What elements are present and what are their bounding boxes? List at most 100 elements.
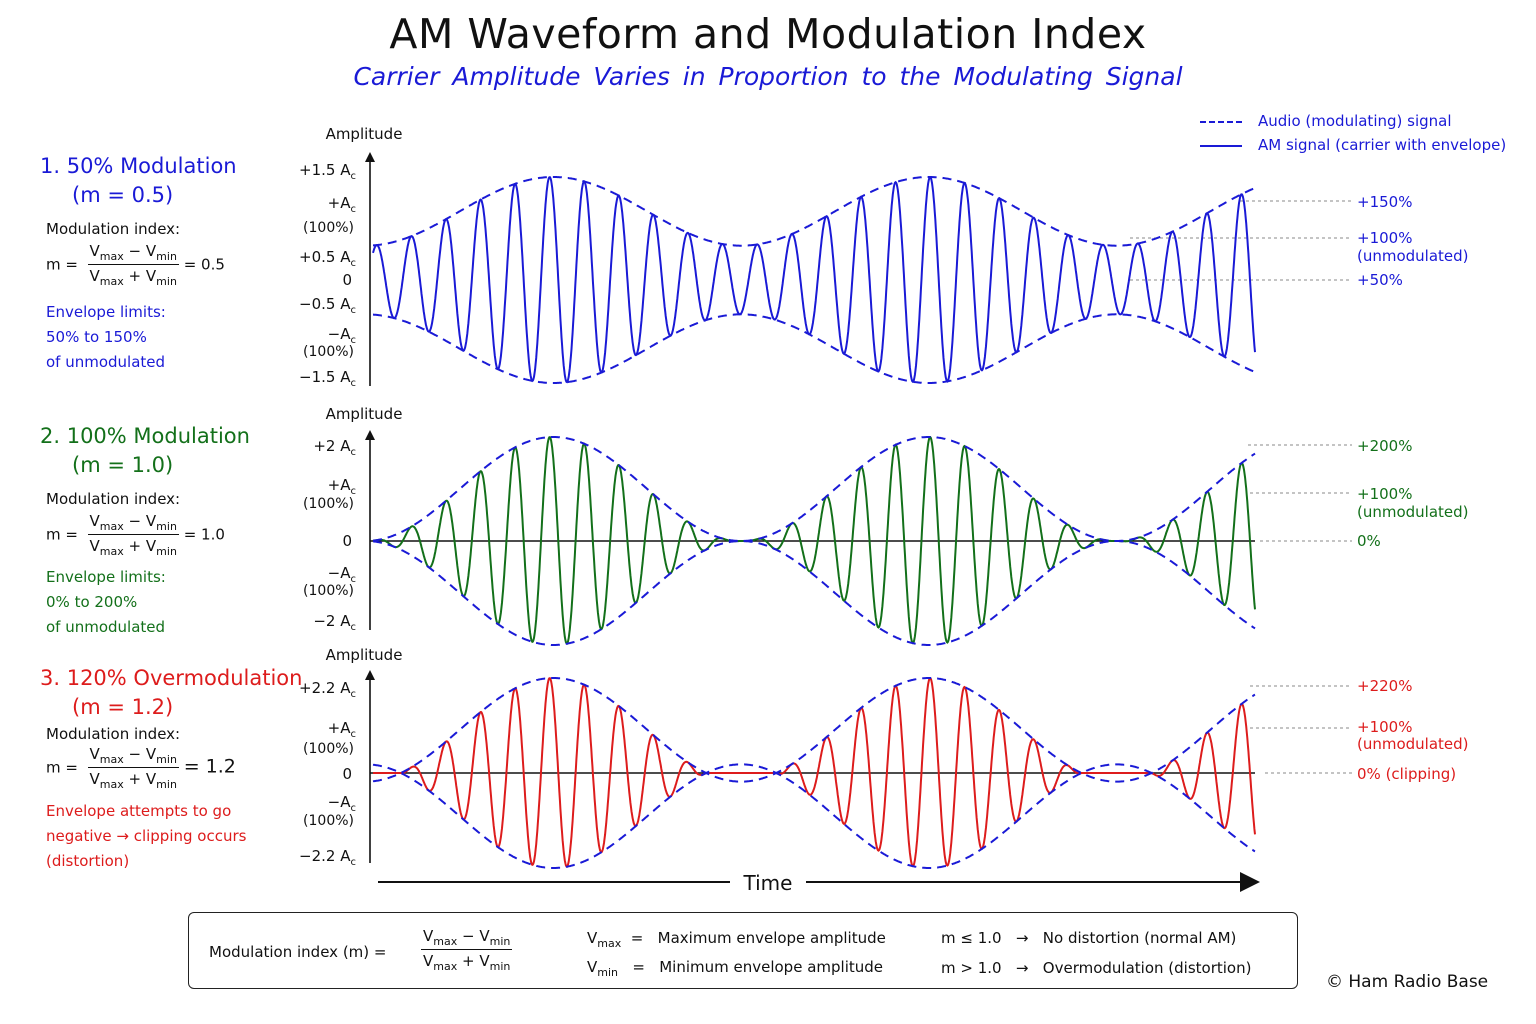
ytick: (100%) — [303, 583, 354, 599]
ytick: (100%) — [303, 496, 354, 512]
eq-symbol: = — [630, 929, 644, 947]
copyright: © Ham Radio Base — [1326, 972, 1489, 992]
plus-sign: + — [128, 267, 142, 285]
section-1-heading: 1. 50% Modulation (m = 0.5) — [40, 152, 237, 210]
section-2-formula: m = Vmax − Vmin Vmax + Vmin = 1.0 — [46, 512, 256, 558]
vmax-sub: max — [597, 937, 622, 950]
vmax-v: V — [89, 745, 100, 763]
vmin-sub: min — [489, 935, 511, 948]
minus-sign: − — [128, 745, 142, 763]
time-label: Time — [743, 871, 793, 895]
vmax-v: V — [423, 952, 434, 970]
section-2-m: (m = 1.0) — [72, 453, 174, 477]
vmax-v: V — [587, 929, 598, 947]
vmin-v: V — [145, 242, 157, 260]
vmax-definition: Vmax = Maximum envelope amplitude — [587, 929, 886, 950]
eq-symbol: = — [632, 958, 645, 976]
right-label: +100% — [1357, 718, 1412, 736]
page-title: AM Waveform and Modulation Index — [389, 10, 1147, 58]
section-2-note: Envelope limits: 0% to 200% of unmodulat… — [46, 565, 166, 640]
dashed-line-icon — [1200, 120, 1242, 123]
note-line: (distortion) — [46, 852, 130, 870]
rule-text: Overmodulation (distortion) — [1042, 959, 1252, 977]
section-1-m-value: = 0.5 — [183, 255, 225, 274]
rule-overmodulation: m > 1.0 → Overmodulation (distortion) — [941, 959, 1251, 977]
am-signal-waveform — [373, 676, 1256, 868]
ytick: −0.5 Ac — [299, 295, 356, 316]
rule-cond: m ≤ 1.0 — [941, 929, 1002, 947]
m-symbol: m — [46, 255, 61, 274]
section-1-note: Envelope limits: 50% to 150% of unmodula… — [46, 300, 166, 375]
vmax-v: V — [89, 770, 100, 788]
m-symbol: m — [46, 525, 61, 544]
minus-sign: − — [128, 242, 142, 260]
plus-sign: + — [128, 770, 142, 788]
legend-modulating-label: Audio (modulating) signal — [1258, 112, 1452, 130]
section-3-formula: m = Vmax − Vmin Vmax + Vmin = 1.2 — [46, 745, 256, 791]
vmin-v: V — [145, 537, 157, 555]
lower-envelope — [373, 540, 1256, 646]
plus-sign: + — [462, 952, 475, 970]
vmin-v: V — [479, 927, 490, 945]
ytick: −Ac — [328, 325, 356, 346]
section-2-heading: 2. 100% Modulation (m = 1.0) — [40, 422, 250, 480]
fraction: Vmax − Vmin Vmax + Vmin — [87, 242, 179, 288]
ytick: 0 — [342, 271, 352, 289]
right-label: +100% — [1357, 485, 1412, 503]
note-line: negative → clipping occurs — [46, 827, 247, 845]
solid-line-icon — [1200, 144, 1242, 147]
fraction: Vmax − Vmin Vmax + Vmin — [421, 927, 513, 973]
ytick: (100%) — [303, 220, 354, 236]
rule-cond: m > 1.0 — [941, 959, 1002, 977]
lower-envelope — [372, 763, 1256, 869]
vmax-sub: max — [433, 960, 458, 973]
vmax-v: V — [423, 927, 434, 945]
section-3-title: 3. 120% Overmodulation — [40, 666, 303, 690]
ytick: 0 — [342, 532, 352, 550]
ytick: +2 Ac — [313, 437, 356, 458]
vmax-v: V — [89, 512, 100, 530]
section-1-m: (m = 0.5) — [72, 183, 174, 207]
ytick: −1.5 Ac — [299, 368, 356, 389]
vmax-sub: max — [99, 545, 124, 558]
vmin-sub: min — [156, 520, 177, 533]
ytick: 0 — [342, 765, 352, 783]
note-line: 50% to 150% — [46, 328, 147, 346]
note-line: 0% to 200% — [46, 593, 138, 611]
note-line: Envelope limits: — [46, 568, 166, 586]
vmin-v: V — [145, 512, 157, 530]
y-axis-arrow-icon — [365, 430, 375, 440]
right-label: +100% — [1357, 229, 1412, 247]
upper-envelope — [372, 677, 1256, 783]
vmax-v: V — [89, 267, 100, 285]
fraction: Vmax − Vmin Vmax + Vmin — [87, 512, 179, 558]
section-1-title: 1. 50% Modulation — [40, 154, 237, 178]
vmax-sub: max — [99, 753, 124, 766]
section-3-m-value: = 1.2 — [183, 755, 236, 778]
ytick: (100%) — [303, 813, 354, 829]
section-3-note: Envelope attempts to go negative → clipp… — [46, 799, 246, 874]
right-label: +220% — [1357, 677, 1412, 695]
note-line: of unmodulated — [46, 618, 166, 636]
ytick: +1.5 Ac — [299, 161, 356, 182]
right-label: (unmodulated) — [1357, 247, 1469, 265]
right-label: (unmodulated) — [1357, 735, 1469, 753]
arrow-icon: → — [1015, 929, 1029, 947]
upper-envelope — [373, 176, 1256, 247]
right-label: +50% — [1357, 271, 1403, 289]
m-symbol: m — [46, 758, 61, 777]
vmin-sub: min — [597, 966, 619, 979]
section-3-m: (m = 1.2) — [72, 695, 174, 719]
right-label: +150% — [1357, 193, 1412, 211]
ytick: +Ac — [328, 719, 356, 740]
vmax-sub: max — [99, 778, 124, 791]
rule-no-distortion: m ≤ 1.0 → No distortion (normal AM) — [941, 929, 1236, 947]
page-subtitle: Carrier Amplitude Varies in Proportion t… — [353, 62, 1183, 91]
rule-text: No distortion (normal AM) — [1042, 929, 1237, 947]
vmin-sub: min — [156, 545, 177, 558]
section-1-formula: m = Vmax − Vmin Vmax + Vmin = 0.5 — [46, 242, 256, 288]
y-axis-arrow-icon — [365, 670, 375, 680]
note-line: Envelope attempts to go — [46, 802, 232, 820]
vmin-sub: min — [156, 250, 177, 263]
